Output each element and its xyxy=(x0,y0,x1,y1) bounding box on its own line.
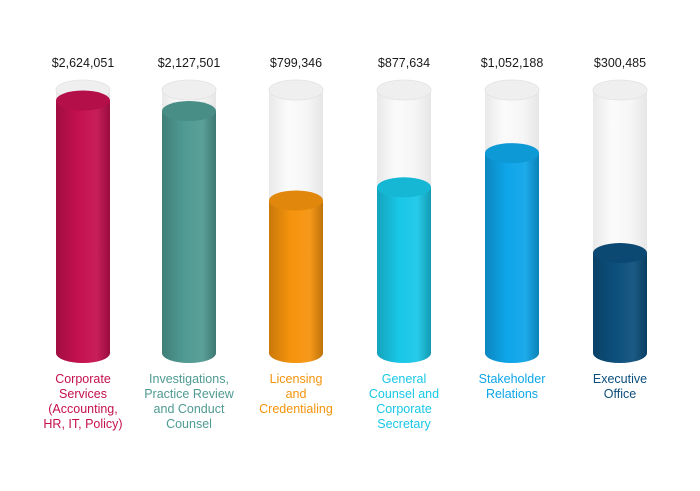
bar xyxy=(485,153,539,363)
cylinder-2 xyxy=(161,79,217,363)
cylinder-glass-top xyxy=(268,79,324,101)
bar-top xyxy=(162,101,216,122)
cylinder-glass-top xyxy=(484,79,540,101)
value-labels: $2,624,051 $2,127,501 $799,346 $877,634 $1,0… xyxy=(52,56,646,70)
bar xyxy=(162,111,216,363)
category-label: General Counsel and Corporate Secretary xyxy=(369,372,439,431)
bar xyxy=(269,200,323,363)
cylinder-4 xyxy=(376,79,432,363)
value-label: $2,624,051 xyxy=(52,56,115,70)
bar-top xyxy=(56,90,110,111)
cylinders xyxy=(55,79,648,364)
bar-top xyxy=(269,190,323,211)
cylinder-3 xyxy=(268,79,324,363)
cylinder-5 xyxy=(484,79,540,363)
bar xyxy=(593,253,647,363)
category-label: Investigations, Practice Review and Conduc… xyxy=(144,372,235,431)
value-label: $1,052,188 xyxy=(481,56,544,70)
value-label: $2,127,501 xyxy=(158,56,221,70)
cylinder-6 xyxy=(592,79,648,363)
category-labels: Corporate Services (Accounting, HR, IT, Pol… xyxy=(43,372,647,431)
bar-top xyxy=(593,243,647,264)
bar xyxy=(377,187,431,363)
cylinder-glass-top xyxy=(376,79,432,101)
category-label: Licensing and Credentialing xyxy=(259,372,333,416)
category-label: Stakeholder Relations xyxy=(479,372,546,401)
category-label: Corporate Services (Accounting, HR, IT, Pol… xyxy=(43,372,122,431)
value-label: $300,485 xyxy=(594,56,646,70)
category-label: Executive Office xyxy=(593,372,647,401)
cylinder-glass-top xyxy=(592,79,648,101)
value-label: $799,346 xyxy=(270,56,322,70)
value-label: $877,634 xyxy=(378,56,430,70)
bar-top xyxy=(485,143,539,164)
bar-top xyxy=(377,177,431,198)
bar xyxy=(56,100,110,364)
cylinder-glass-top xyxy=(161,79,217,101)
cylinder-1 xyxy=(55,79,111,364)
